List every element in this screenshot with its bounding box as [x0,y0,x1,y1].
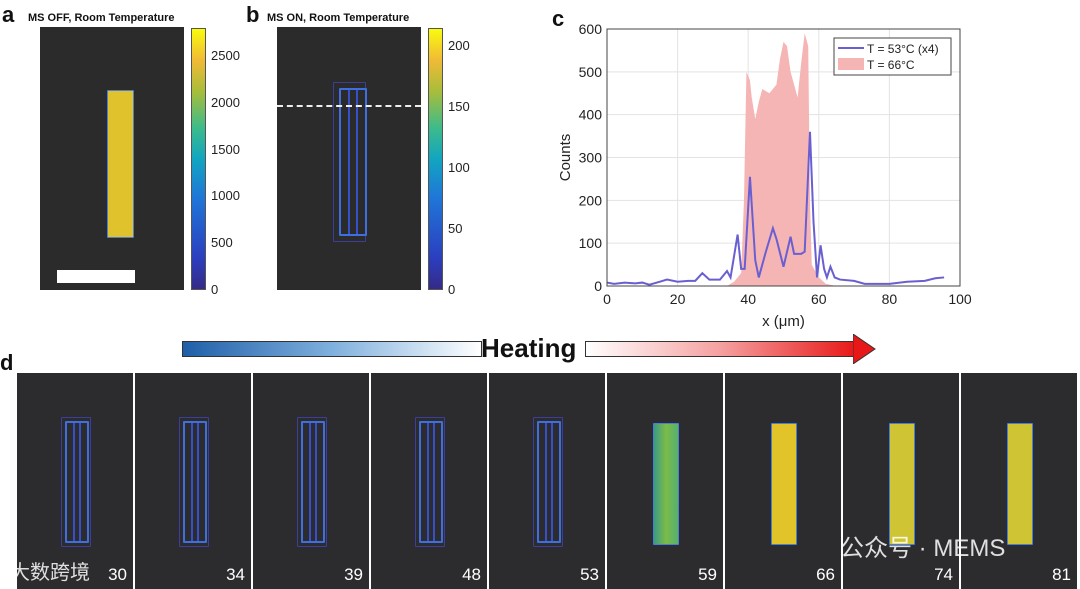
colorbar-tick-label: 0 [448,282,456,297]
x-tick-label: 20 [670,291,686,307]
temperature-label: 74 [934,565,953,584]
colorbar-tick-label: 200 [448,38,470,54]
y-tick-label: 600 [579,21,603,37]
y-tick-label: 500 [579,64,603,80]
temperature-frame: 66 [725,373,841,589]
temperature-label: 53 [580,565,599,584]
y-tick-label: 300 [579,150,603,166]
scale-bar [57,270,135,283]
temperature-frame: 39 [253,373,369,589]
temperature-frame: 59 [607,373,723,589]
panel-c-label: c [552,6,565,31]
colorbar-tick-label: 1000 [211,188,240,204]
series-area-66C [607,33,943,287]
rod-outline [339,88,367,236]
colorbar-tick-label: 1500 [211,141,240,157]
y-tick-label: 100 [579,235,603,251]
y-tick-label: 400 [579,107,603,123]
legend-label: T = 53°C (x4) [867,42,939,56]
colorbar-tick-label: 150 [448,99,470,115]
temperature-frame: 81 [961,373,1077,589]
heating-label: Heating [481,333,577,363]
watermark-left: 大数跨境 [10,562,90,584]
y-tick-label: 0 [594,278,602,294]
legend-area-swatch [838,58,864,70]
temperature-frame: 30 [17,373,133,589]
plot-frame [606,28,961,287]
x-tick-label: 80 [882,291,898,307]
colorbar-tick-label: 0 [211,282,219,297]
line-chart: 0 20 40 60 80 100 0 100 200 300 400 500 600 x (μm) Cou… [557,21,972,330]
temperature-frame: 34 [135,373,251,589]
temperature-frame: 48 [371,373,487,589]
panel-b-title: MS ON, Room Temperature [267,12,410,24]
panel-a-label: a [2,2,15,27]
x-tick-label: 0 [603,291,611,307]
y-tick-label: 200 [579,192,603,208]
x-tick-label: 100 [948,291,972,307]
temperature-label: 30 [108,565,127,584]
heating-arrow-hot [585,341,855,357]
legend-label: T = 66°C [867,58,915,72]
panel-b-colorbar [428,28,443,290]
panel-a-colorbar [191,28,206,290]
line-profile-marker [277,105,421,107]
panel-d-label: d [0,350,14,375]
temperature-label: 66 [816,565,835,584]
panel-a-image [40,27,184,290]
temperature-label: 81 [1052,565,1071,584]
watermark-right: 公众号 · MEMS [840,535,1006,562]
x-axis-label: x (μm) [762,313,805,330]
heating-arrow-cold [182,341,482,357]
temperature-label: 39 [344,565,363,584]
x-tick-label: 60 [811,291,827,307]
arrow-head-icon [853,334,876,364]
x-tick-label: 40 [740,291,756,307]
panel-b-label: b [246,2,260,27]
colorbar-tick-label: 100 [448,160,470,176]
y-axis-label: Counts [557,134,574,182]
panel-b-image [277,27,421,290]
colorbar-tick-label: 500 [211,235,233,251]
microstructure-rod [107,90,134,238]
series-line-53C [606,131,945,286]
colorbar-tick-label: 2000 [211,94,240,110]
temperature-label: 59 [698,565,717,584]
temperature-label: 48 [462,565,481,584]
temperature-label: 34 [226,565,245,584]
colorbar-tick-label: 50 [448,221,463,237]
colorbar-tick-label: 2500 [211,48,240,64]
temperature-frame: 53 [489,373,605,589]
panel-a-title: MS OFF, Room Temperature [28,12,175,24]
temperature-frame: 74 [843,373,959,589]
